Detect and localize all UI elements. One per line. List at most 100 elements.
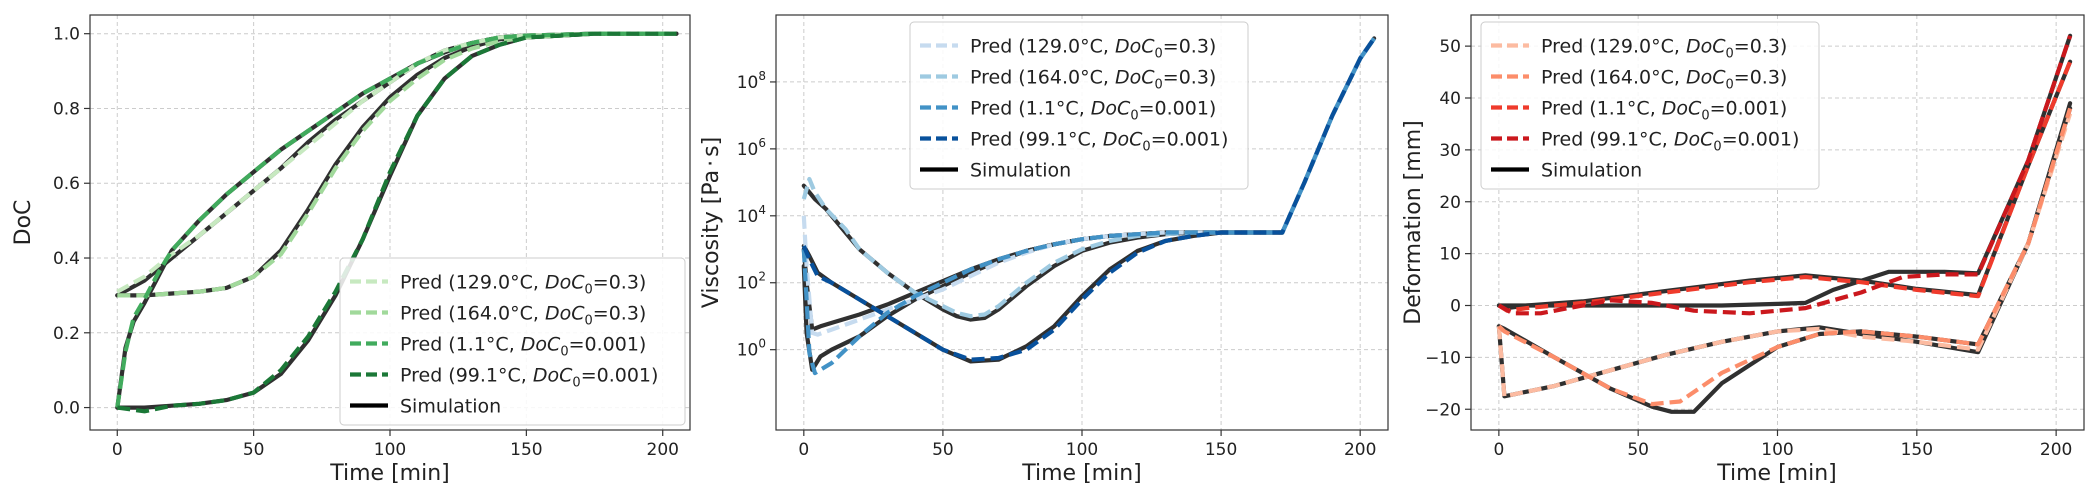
deformation-legend-sub: 0 [1701,109,1709,124]
doc-xtick-label: 100 [374,440,406,460]
deformation-simulation-line-4 [1496,33,2073,308]
doc-xtick-label: 50 [243,440,265,460]
viscosity-ytick-base: 10 [737,207,759,227]
viscosity-legend-sub: 0 [1142,140,1150,155]
viscosity-ytick-label: 100 [737,337,766,361]
deformation-legend-prefix: Pred (1.1°C, [1541,98,1662,120]
viscosity-legend-prefix: Pred (164.0°C, [970,67,1115,89]
viscosity-ylabel-part2: s] [699,137,724,157]
deformation-pred-line-4 [1497,35,2073,316]
viscosity-legend-label: Pred (129.0°C, DoC0=0.3) [970,36,1216,62]
deformation-ytick-label: 50 [1439,37,1461,57]
viscosity-xtick-label: 100 [1066,440,1098,460]
viscosity-legend-sub: 0 [1155,78,1163,93]
viscosity-ytick-label: 108 [737,69,766,93]
viscosity-ytick-exp: 8 [758,69,766,83]
doc-legend-sub: 0 [585,283,593,298]
deformation-legend-name: Simulation [1541,160,1642,182]
doc-legend-var: DoC [521,334,561,356]
viscosity-ytick-label: 104 [737,203,766,227]
deformation-legend-sub: 0 [1726,78,1734,93]
viscosity-ylabel-part1: Viscosity [Pa [699,170,724,308]
deformation-legend-sub: 0 [1726,47,1734,62]
doc-chart-legend: Pred (129.0°C, DoC0=0.3) Pred (164.0°C, D… [339,257,686,426]
doc-xtick-label: 150 [510,440,542,460]
doc-ytick-label: 0.2 [53,324,80,344]
viscosity-ytick-base: 10 [737,274,759,294]
deformation-legend-prefix: Pred (129.0°C, [1541,36,1686,58]
deformation-legend-sub: 0 [1713,140,1721,155]
doc-legend-prefix: Pred (129.0°C, [400,272,545,294]
doc-legend-prefix: Pred (99.1°C, [400,365,533,387]
doc-legend-suffix: =0.001) [569,334,647,356]
deformation-xtick-label: 100 [1761,440,1793,460]
deformation-pred-line-3 [1497,60,2073,313]
viscosity-simulation-line-4 [801,230,1285,364]
deformation-legend-var: DoC [1686,36,1726,58]
viscosity-legend-prefix: Pred (129.0°C, [970,36,1115,58]
viscosity-legend-label: Pred (99.1°C, DoC0=0.001) [970,129,1228,155]
viscosity-xtick-label: 150 [1205,440,1237,460]
doc-legend-label: Pred (129.0°C, DoC0=0.3) [400,272,646,298]
viscosity-legend-suffix: =0.001) [1139,98,1217,120]
viscosity-legend-label: Pred (1.1°C, DoC0=0.001) [970,98,1216,124]
viscosity-xtick-label: 50 [932,440,954,460]
doc-pred-line-2 [117,31,677,298]
viscosity-legend-var: DoC [1091,98,1131,120]
deformation-legend-label: Pred (99.1°C, DoC0=0.001) [1541,129,1799,155]
doc-xtick-label: 0 [112,440,123,460]
viscosity-legend-box [909,21,1249,190]
viscosity-pred-line-4 [801,37,1376,362]
viscosity-chart-xlabel: Time [min] [1021,461,1142,486]
deformation-legend-prefix: Pred (164.0°C, [1541,67,1686,89]
deformation-legend-box [1480,21,1820,190]
deformation-xtick-label: 0 [1493,440,1504,460]
doc-chart-panel: 0 50 100 150 200 0.0 0.2 0.4 0.6 0.8 1.0 Time [min… [11,14,691,486]
deformation-ytick-label: 10 [1439,245,1461,265]
doc-chart-ylabel: DoC [11,200,36,246]
viscosity-legend-suffix: =0.3) [1163,36,1217,58]
doc-legend-suffix: =0.3) [593,303,647,325]
doc-ytick-label: 0.4 [53,249,80,269]
viscosity-ytick-exp: 4 [758,203,766,217]
viscosity-legend-prefix: Pred (99.1°C, [970,129,1103,151]
doc-chart-xlabel: Time [min] [329,461,450,486]
doc-pred-line-4 [117,31,677,414]
deformation-legend-suffix: =0.001) [1722,129,1800,151]
deformation-chart-ticks: 0 50 100 150 200 −20 −10 0 10 20 30 40 50 [1425,37,2072,460]
doc-legend-prefix: Pred (164.0°C, [400,303,545,325]
doc-ytick-label: 0.0 [53,399,80,419]
deformation-xtick-label: 200 [2040,440,2072,460]
deformation-legend-prefix: Pred (99.1°C, [1541,129,1674,151]
viscosity-ytick-exp: 0 [758,337,766,351]
doc-legend-box [339,257,686,426]
viscosity-legend-var: DoC [1103,129,1143,151]
viscosity-ytick-label: 102 [737,270,766,294]
deformation-chart-panel: 0 50 100 150 200 −20 −10 0 10 20 30 40 50 Time [min]… [1401,14,2085,486]
deformation-chart-legend: Pred (129.0°C, DoC0=0.3)Pred (164.0°C, D… [1480,21,1820,190]
deformation-ytick-label: −20 [1425,400,1461,420]
deformation-xtick-label: 150 [1901,440,1933,460]
viscosity-legend-name: Simulation [970,160,1071,182]
deformation-chart-series [1496,33,2073,414]
deformation-legend-var: DoC [1674,129,1714,151]
viscosity-ytick-label: 106 [737,136,766,160]
doc-legend-suffix: =0.001) [581,365,659,387]
deformation-legend-label: Pred (129.0°C, DoC0=0.3) [1541,36,1787,62]
viscosity-legend-label: Pred (164.0°C, DoC0=0.3) [970,67,1216,93]
viscosity-legend-sub: 0 [1155,47,1163,62]
deformation-pred-line-1 [1496,112,2073,399]
doc-ytick-label: 0.8 [53,99,80,119]
deformation-ytick-label: 40 [1439,89,1461,109]
doc-legend-sub: 0 [572,376,580,391]
deformation-legend-suffix: =0.3) [1734,36,1788,58]
deformation-legend-suffix: =0.001) [1710,98,1788,120]
viscosity-chart-legend: Pred (129.0°C, DoC0=0.3)Pred (164.0°C, D… [909,21,1249,190]
deformation-chart-ylabel: Deformation [mm] [1401,120,1426,324]
deformation-legend-var: DoC [1686,67,1726,89]
deformation-legend-label: Pred (164.0°C, DoC0=0.3) [1541,67,1787,93]
viscosity-legend-suffix: =0.3) [1163,67,1217,89]
viscosity-ytick-base: 10 [737,341,759,361]
